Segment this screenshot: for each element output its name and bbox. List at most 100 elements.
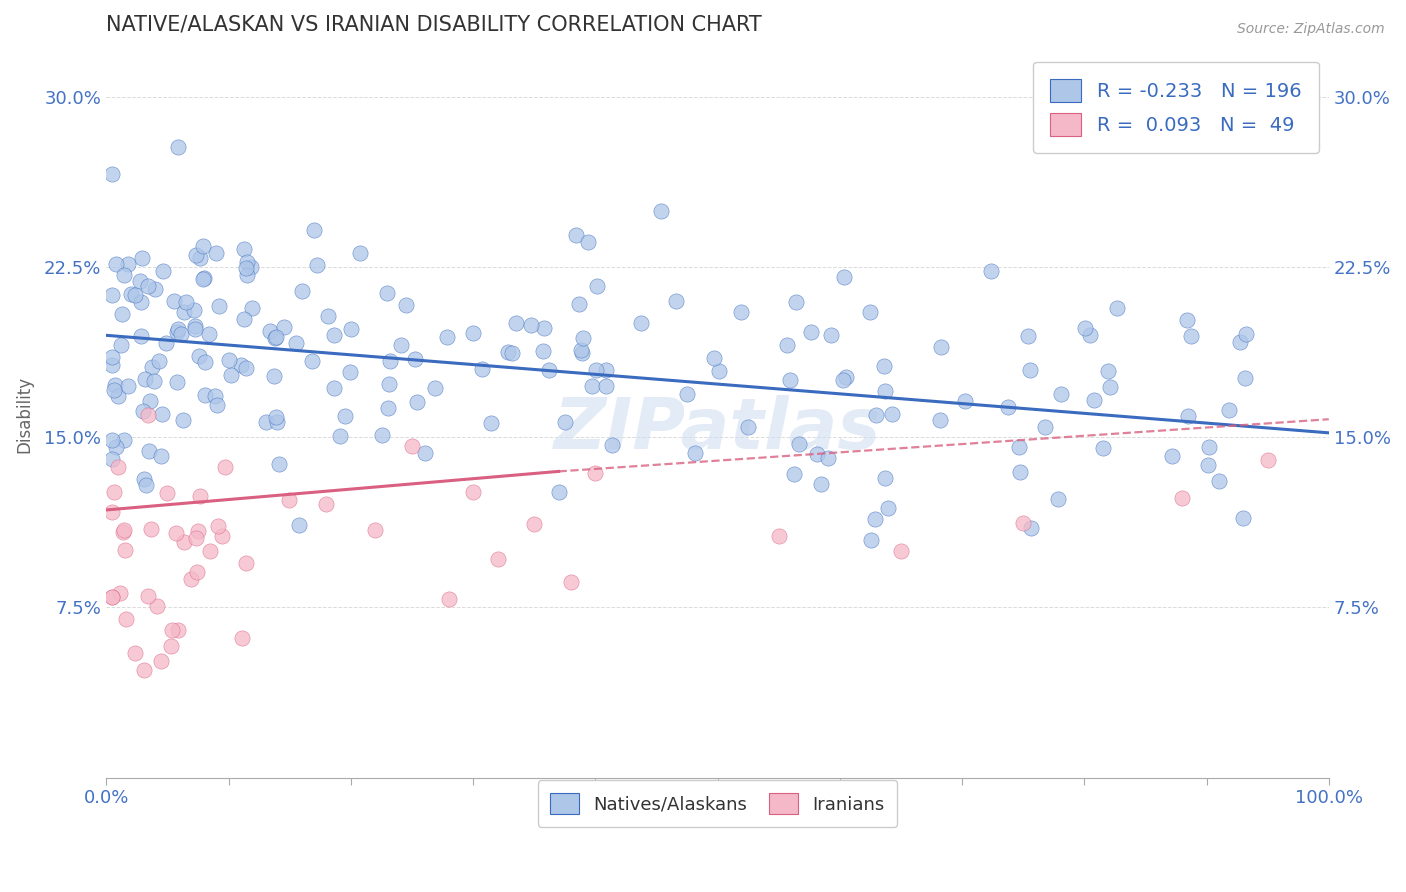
Point (890, 544, 912, 558)
Point (207, 398, 229, 412)
Point (865, 408, 887, 422)
Point (395, 298, 418, 312)
Point (124, 287, 146, 301)
Point (129, 274, 152, 288)
Point (364, 523, 387, 537)
Point (149, 654, 172, 668)
Point (172, 413, 194, 427)
Text: Source: ZipAtlas.com: Source: ZipAtlas.com (1237, 22, 1385, 37)
Point (1074, 321, 1097, 335)
Point (108, 586, 131, 600)
Point (817, 450, 839, 465)
Point (683, 445, 706, 459)
Point (167, 624, 190, 638)
Point (107, 389, 129, 403)
Point (139, 522, 162, 536)
Point (569, 343, 592, 357)
Point (1208, 474, 1230, 488)
Point (191, 272, 214, 286)
Point (1007, 440, 1029, 454)
Point (880, 407, 903, 421)
Point (101, 590, 124, 604)
Point (413, 446, 436, 460)
Point (186, 531, 208, 545)
Point (131, 251, 153, 265)
Point (931, 340, 953, 354)
Point (167, 322, 190, 336)
Point (437, 592, 460, 607)
Point (873, 470, 896, 484)
Point (183, 302, 205, 317)
Point (806, 447, 828, 461)
Point (263, 331, 285, 345)
Point (150, 407, 173, 421)
Point (198, 543, 221, 558)
Point (929, 413, 952, 427)
Point (1234, 371, 1257, 385)
Point (170, 327, 193, 342)
Point (1107, 301, 1129, 315)
Point (1218, 402, 1240, 417)
Point (405, 395, 427, 409)
Point (873, 359, 896, 373)
Point (136, 408, 159, 422)
Point (776, 338, 799, 352)
Point (371, 428, 394, 442)
Point (1083, 392, 1105, 407)
Point (859, 305, 882, 319)
Point (104, 378, 127, 392)
Point (235, 360, 257, 375)
Point (166, 326, 188, 340)
Point (979, 263, 1001, 277)
Point (160, 624, 183, 638)
Point (1078, 328, 1101, 343)
Point (600, 438, 623, 452)
Point (322, 381, 344, 395)
Point (436, 330, 458, 344)
Point (180, 572, 202, 586)
Point (291, 284, 314, 298)
Point (138, 590, 160, 604)
Point (630, 316, 652, 330)
Point (193, 388, 215, 402)
Point (112, 523, 135, 537)
Point (188, 489, 211, 503)
Point (665, 293, 688, 308)
Point (193, 271, 215, 285)
Point (239, 260, 262, 274)
Point (316, 310, 339, 324)
Point (1091, 442, 1114, 456)
Point (141, 360, 163, 375)
Point (779, 373, 801, 387)
Point (235, 260, 257, 275)
Point (264, 330, 287, 344)
Point (832, 270, 855, 285)
Point (114, 433, 136, 447)
Point (375, 286, 398, 301)
Point (461, 485, 484, 500)
Point (266, 415, 288, 429)
Point (339, 322, 361, 336)
Point (533, 320, 555, 334)
Point (997, 400, 1019, 414)
Point (190, 251, 212, 265)
Point (134, 663, 156, 677)
Point (1232, 510, 1254, 524)
Point (259, 324, 281, 338)
Point (329, 429, 352, 443)
Point (650, 204, 672, 219)
Point (104, 441, 127, 455)
Point (263, 368, 285, 383)
Point (789, 436, 811, 450)
Point (1033, 420, 1056, 434)
Point (831, 373, 853, 387)
Point (101, 288, 124, 302)
Point (174, 294, 197, 309)
Point (103, 383, 125, 397)
Point (461, 326, 484, 340)
Point (1180, 328, 1202, 343)
Point (148, 353, 170, 368)
Point (1010, 466, 1032, 480)
Point (104, 257, 127, 271)
Point (547, 484, 569, 499)
